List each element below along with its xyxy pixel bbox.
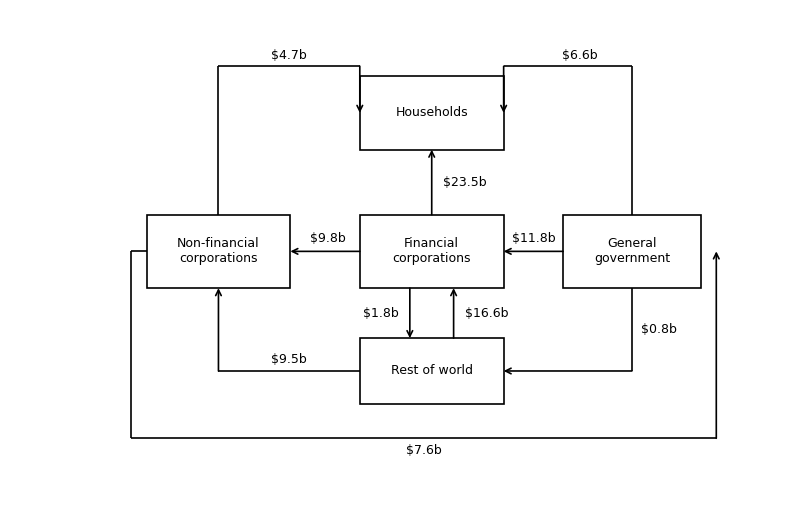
Bar [360,338,504,404]
Text: $0.8b: $0.8b [642,323,677,336]
Text: $9.5b: $9.5b [271,353,307,366]
Text: $7.6b: $7.6b [406,444,441,457]
Text: $1.8b: $1.8b [363,307,399,320]
Bar [147,215,291,288]
Text: $11.8b: $11.8b [512,233,555,245]
Bar [360,76,504,150]
Text: $16.6b: $16.6b [465,307,508,320]
Text: $6.6b: $6.6b [562,49,598,61]
Text: Financial
corporations: Financial corporations [392,238,471,265]
Text: General
government: General government [594,238,670,265]
Bar [360,215,504,288]
Bar [563,215,700,288]
Text: Rest of world: Rest of world [391,364,473,378]
Text: Non-financial
corporations: Non-financial corporations [178,238,260,265]
Text: $4.7b: $4.7b [271,49,307,61]
Text: $23.5b: $23.5b [443,176,487,189]
Text: Households: Households [395,106,468,120]
Text: $9.8b: $9.8b [311,233,346,245]
